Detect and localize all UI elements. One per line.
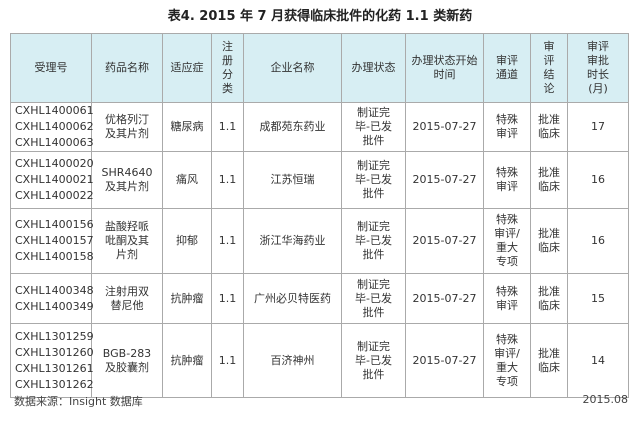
review-channel: 特殊审评/重大专项 (483, 323, 531, 398)
column-header: 企业名称 (243, 33, 342, 103)
application-id: CXHL1301262 (15, 377, 94, 391)
review-channel: 特殊审评 (483, 151, 531, 209)
application-id: CXHL1400349 (15, 299, 94, 313)
drug-name: SHR4640及其片剂 (91, 151, 163, 209)
column-header: 审评结论 (530, 33, 568, 103)
column-header: 适应症 (162, 33, 212, 103)
report-date: 2015.08 (582, 393, 629, 406)
registration-class: 1.1 (211, 102, 244, 152)
table-row: CXHL1400348 CXHL1400349 注射用双替尼他 抗肿瘤 1.1 广州必贝特… (10, 273, 629, 324)
indication: 痛风 (162, 151, 212, 209)
column-header: 办理状态开始时间 (405, 33, 484, 103)
indication: 抗肿瘤 (162, 273, 212, 324)
column-header: 受理号 (10, 33, 92, 103)
drug-name: 优格列汀及其片剂 (91, 102, 163, 152)
registration-class: 1.1 (211, 208, 244, 274)
table-row: CXHL1400156 CXHL1400157 CXHL1400158 盐酸羟哌吡酮及… (10, 208, 629, 274)
indication: 抗肿瘤 (162, 323, 212, 398)
application-id: CXHL1400348 (15, 283, 94, 297)
review-conclusion: 批准临床 (530, 208, 568, 274)
application-id: CXHL1400020 (15, 157, 94, 170)
column-header: 药品名称 (91, 33, 163, 103)
status-date: 2015-07-27 (405, 323, 484, 398)
company-name: 江苏恒瑞 (243, 151, 342, 209)
status: 制证完毕-已发批件 (341, 323, 406, 398)
data-source: 数据来源：Insight 数据库 (14, 395, 143, 408)
status: 制证完毕-已发批件 (341, 102, 406, 152)
registration-class: 1.1 (211, 323, 244, 398)
table-title: 表4. 2015 年 7 月获得临床批件的化药 1.1 类新药 (167, 9, 473, 24)
application-id: CXHL1400062 (15, 120, 94, 133)
indication: 抑郁 (162, 208, 212, 274)
drug-name: 注射用双替尼他 (91, 273, 163, 324)
application-id: CXHL1301261 (15, 361, 94, 375)
application-id: CXHL1400158 (15, 250, 94, 263)
review-conclusion: 批准临床 (530, 102, 568, 152)
drug-name: 盐酸羟哌吡酮及其片剂 (91, 208, 163, 274)
table-row: CXHL1400061 CXHL1400062 CXHL1400063 优格列汀及其片… (10, 102, 629, 152)
review-channel: 特殊审评 (483, 102, 531, 152)
company-name: 成都苑东药业 (243, 102, 342, 152)
indication: 糖尿病 (162, 102, 212, 152)
column-header: 注册分类 (211, 33, 244, 103)
company-name: 百济神州 (243, 323, 342, 398)
table-row: CXHL1301259 CXHL1301260 CXHL1301261 CXHL130… (10, 323, 629, 398)
application-id: CXHL1301260 (15, 345, 94, 359)
review-months: 17 (567, 102, 629, 152)
review-months: 16 (567, 208, 629, 274)
status-date: 2015-07-27 (405, 273, 484, 324)
new-drug-table: 受理号 药品名称 适应症 注册分类 企业名称 办理状态 办理状态开始时间 审评通道 审评结论 审评… (10, 33, 629, 398)
application-id: CXHL1400156 (15, 218, 94, 231)
application-id: CXHL1400022 (15, 189, 94, 202)
review-channel: 特殊审评 (483, 273, 531, 324)
review-conclusion: 批准临床 (530, 323, 568, 398)
review-channel: 特殊审评/重大专项 (483, 208, 531, 274)
status: 制证完毕-已发批件 (341, 273, 406, 324)
review-months: 15 (567, 273, 629, 324)
review-months: 16 (567, 151, 629, 209)
company-name: 浙江华海药业 (243, 208, 342, 274)
application-id: CXHL1400061 (15, 104, 94, 117)
drug-name: BGB-283及胶囊剂 (91, 323, 163, 398)
table-row: CXHL1400020 CXHL1400021 CXHL1400022 SHR4640… (10, 151, 629, 209)
application-ids: CXHL1400020 CXHL1400021 CXHL1400022 (10, 151, 94, 209)
registration-class: 1.1 (211, 273, 244, 324)
application-id: CXHL1301259 (15, 329, 94, 343)
review-conclusion: 批准临床 (530, 151, 568, 209)
column-header: 办理状态 (341, 33, 406, 103)
status: 制证完毕-已发批件 (341, 208, 406, 274)
application-ids: CXHL1400061 CXHL1400062 CXHL1400063 (10, 102, 94, 152)
status: 制证完毕-已发批件 (341, 151, 406, 209)
status-date: 2015-07-27 (405, 102, 484, 152)
status-date: 2015-07-27 (405, 208, 484, 274)
application-id: CXHL1400063 (15, 136, 94, 149)
application-ids: CXHL1400156 CXHL1400157 CXHL1400158 (10, 208, 94, 274)
application-ids: CXHL1400348 CXHL1400349 (10, 273, 94, 324)
column-header: 审评通道 (483, 33, 531, 103)
application-id: CXHL1400021 (15, 173, 94, 186)
company-name: 广州必贝特医药 (243, 273, 342, 324)
column-header: 审评审批时长(月) (567, 33, 629, 103)
status-date: 2015-07-27 (405, 151, 484, 209)
application-id: CXHL1400157 (15, 234, 94, 247)
review-months: 14 (567, 323, 629, 398)
registration-class: 1.1 (211, 151, 244, 209)
application-ids: CXHL1301259 CXHL1301260 CXHL1301261 CXHL130… (10, 323, 94, 398)
review-conclusion: 批准临床 (530, 273, 568, 324)
